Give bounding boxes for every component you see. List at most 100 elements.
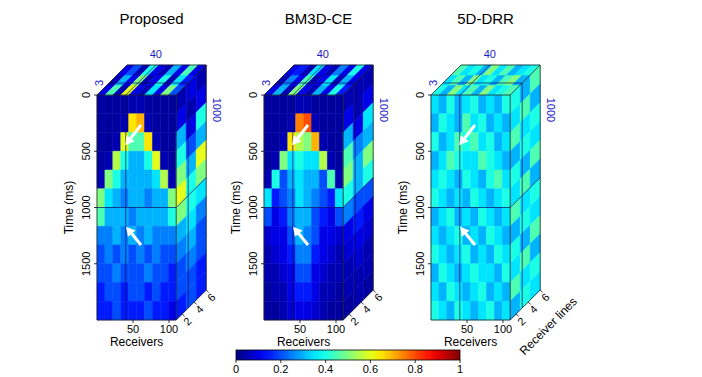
cell xyxy=(439,264,447,283)
cell xyxy=(447,114,455,133)
cell xyxy=(431,301,439,320)
cell xyxy=(494,226,502,245)
cell xyxy=(447,95,455,114)
tick-label: 2 xyxy=(181,315,194,328)
cell xyxy=(327,301,335,320)
tick-label: 1500 xyxy=(414,252,426,276)
cell xyxy=(312,283,320,302)
cell xyxy=(502,301,510,320)
cell xyxy=(312,226,320,245)
cell xyxy=(486,95,494,114)
tick-label: 2 xyxy=(348,315,361,328)
cell xyxy=(335,283,343,302)
cell xyxy=(288,301,296,320)
cell xyxy=(137,133,145,152)
cell xyxy=(494,245,502,264)
cell xyxy=(431,245,439,264)
cell xyxy=(494,95,502,114)
cell xyxy=(129,301,137,320)
cell xyxy=(335,151,343,170)
cell xyxy=(272,170,280,189)
cell xyxy=(327,283,335,302)
cell xyxy=(502,245,510,264)
cell xyxy=(494,151,502,170)
cell xyxy=(312,95,320,114)
cell xyxy=(335,226,343,245)
cell xyxy=(463,264,471,283)
tick-label: 50 xyxy=(461,323,473,335)
cell xyxy=(272,245,280,264)
cell xyxy=(439,189,447,208)
cell xyxy=(439,170,447,189)
slice-line xyxy=(431,207,510,208)
cell xyxy=(335,245,343,264)
cell xyxy=(312,151,320,170)
cell xyxy=(486,264,494,283)
cell xyxy=(455,245,463,264)
cell xyxy=(160,133,168,152)
cell xyxy=(280,226,288,245)
cell xyxy=(152,151,160,170)
cell xyxy=(145,226,153,245)
cell xyxy=(137,189,145,208)
cell xyxy=(502,208,510,227)
cell xyxy=(105,170,113,189)
cell xyxy=(502,264,510,283)
cell xyxy=(113,170,121,189)
slice-label: 40 xyxy=(317,48,329,60)
tick-label: 4 xyxy=(360,303,373,316)
cell xyxy=(152,226,160,245)
cell xyxy=(486,151,494,170)
cell xyxy=(327,226,335,245)
cell xyxy=(264,283,272,302)
cell xyxy=(264,208,272,227)
cell xyxy=(280,264,288,283)
cell xyxy=(288,283,296,302)
cell xyxy=(494,301,502,320)
axis-title: Time (ms) xyxy=(229,181,243,235)
slice-line xyxy=(188,83,189,308)
cell xyxy=(264,301,272,320)
cell xyxy=(312,208,320,227)
cell xyxy=(121,95,129,114)
cell xyxy=(471,301,479,320)
cell xyxy=(113,208,121,227)
cell xyxy=(137,301,145,320)
cell xyxy=(160,170,168,189)
cell xyxy=(502,170,510,189)
cell xyxy=(97,114,105,133)
cell xyxy=(145,151,153,170)
cell xyxy=(447,151,455,170)
cell xyxy=(502,151,510,170)
tick xyxy=(428,151,431,152)
cube-edge xyxy=(97,65,206,95)
cell xyxy=(319,170,327,189)
slice-line xyxy=(510,178,540,208)
cell xyxy=(486,189,494,208)
tick-label: 50 xyxy=(294,323,306,335)
cell xyxy=(288,264,296,283)
cell xyxy=(327,189,335,208)
tick xyxy=(94,151,97,152)
cell xyxy=(319,283,327,302)
tick xyxy=(94,95,97,96)
cell xyxy=(296,95,304,114)
cell xyxy=(471,95,479,114)
cell xyxy=(312,170,320,189)
tick-label: 6 xyxy=(205,291,218,304)
cell xyxy=(129,170,137,189)
slice-label: 3 xyxy=(427,80,439,86)
cell xyxy=(479,301,487,320)
cell xyxy=(502,226,510,245)
cell xyxy=(121,301,129,320)
cell xyxy=(97,170,105,189)
cube-edge xyxy=(431,95,510,320)
cell xyxy=(288,245,296,264)
cell xyxy=(160,189,168,208)
cell xyxy=(113,114,121,133)
tick-label: 100 xyxy=(327,323,345,335)
cell xyxy=(304,151,312,170)
cell xyxy=(272,114,280,133)
cell xyxy=(168,170,176,189)
slice-label: 1000 xyxy=(545,98,557,122)
